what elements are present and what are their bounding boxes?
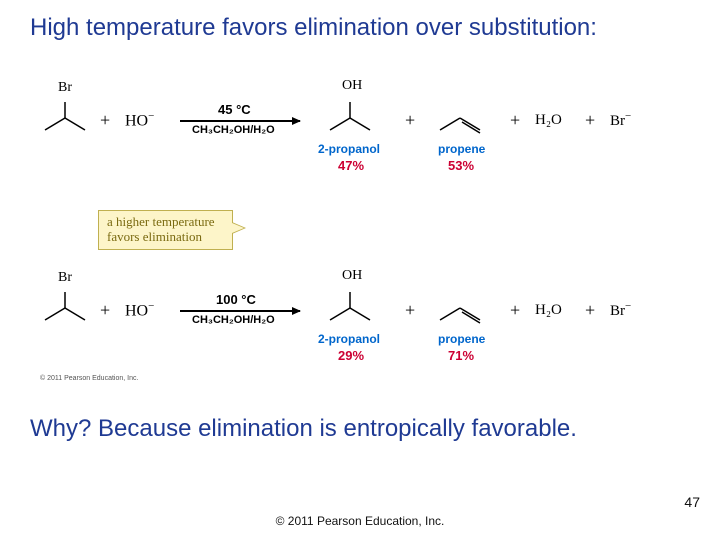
product1-pct: 29% (338, 348, 364, 363)
plus-icon: + (510, 110, 520, 131)
callout-box: a higher temperature favors elimination (98, 210, 233, 250)
product2-pct: 71% (448, 348, 474, 363)
solvent-label: CH₃CH₂OH/H₂O (192, 124, 275, 136)
temperature-label: 45 °C (218, 102, 251, 117)
image-copyright: © 2011 Pearson Education, Inc. (40, 375, 138, 382)
footer-copyright: © 2011 Pearson Education, Inc. (0, 514, 720, 528)
br-text: Br (610, 303, 625, 319)
h2o-label: H₂O (535, 302, 562, 319)
product2-name: propene (438, 332, 485, 346)
propanol-skeleton-icon (325, 290, 375, 330)
reaction-arrow-icon (180, 310, 300, 312)
product1-pct: 47% (338, 158, 364, 173)
product2-pct: 53% (448, 158, 474, 173)
oh-label: OH (342, 268, 362, 284)
isopropyl-skeleton-icon (40, 290, 90, 330)
propanol-skeleton-icon (325, 100, 375, 140)
br-text: Br (610, 113, 625, 129)
plus-icon: + (405, 110, 415, 131)
ho-text: HO (125, 112, 148, 129)
propene-skeleton-icon (435, 298, 490, 328)
callout-text: a higher temperature favors elimination (107, 214, 215, 244)
charge-minus: − (625, 110, 631, 122)
plus-icon: + (510, 300, 520, 321)
plus-icon: + (100, 110, 110, 131)
explanation-text: Why? Because elimination is entropically… (30, 415, 577, 443)
plus-icon: + (405, 300, 415, 321)
plus-icon: + (100, 300, 110, 321)
propene-skeleton-icon (435, 108, 490, 138)
product1-name: 2-propanol (318, 332, 380, 346)
nucleophile-label: HO− (125, 300, 154, 320)
isopropyl-skeleton-icon (40, 100, 90, 140)
product1-name: 2-propanol (318, 142, 380, 156)
charge-minus: − (148, 110, 154, 122)
oh-label: OH (342, 78, 362, 94)
product2-name: propene (438, 142, 485, 156)
charge-minus: − (625, 300, 631, 312)
slide-title: High temperature favors elimination over… (30, 14, 597, 42)
br-label: Br (58, 80, 72, 96)
h2o-label: H₂O (535, 112, 562, 129)
temperature-label: 100 °C (216, 292, 256, 307)
br-anion-label: Br− (610, 110, 631, 130)
plus-icon: + (585, 300, 595, 321)
ho-text: HO (125, 302, 148, 319)
nucleophile-label: HO− (125, 110, 154, 130)
reaction-arrow-icon (180, 120, 300, 122)
solvent-label: CH₃CH₂OH/H₂O (192, 314, 275, 326)
plus-icon: + (585, 110, 595, 131)
slide: High temperature favors elimination over… (0, 0, 720, 540)
br-anion-label: Br− (610, 300, 631, 320)
br-label: Br (58, 270, 72, 286)
page-number: 47 (684, 494, 700, 510)
charge-minus: − (148, 300, 154, 312)
